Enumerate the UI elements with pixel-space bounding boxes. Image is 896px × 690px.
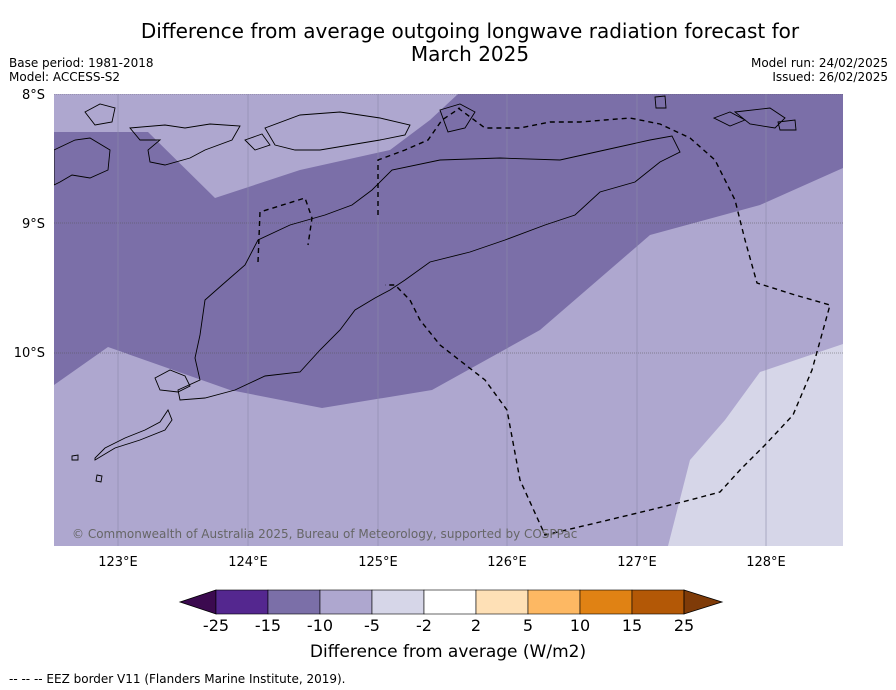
colorbar-tick-label: 2 [471, 616, 481, 635]
model-name: Model: ACCESS-S2 [9, 70, 121, 84]
sumba-island [154, 369, 191, 393]
olr-band-minus15-minus10 [54, 94, 843, 408]
colorbar-tick-label: 15 [622, 616, 642, 635]
graticule [54, 94, 843, 354]
meta-left: Base period: 1981-2018 Model: ACCESS-S2 [9, 56, 154, 84]
lat-label-9s: 9°S [22, 217, 45, 232]
tanimbar-islands [712, 107, 797, 131]
coastlines [54, 95, 797, 483]
colorbar-tick-label: 10 [570, 616, 590, 635]
meta-right: Model run: 24/02/2025 Issued: 26/02/2025 [751, 56, 888, 84]
lon-label-124e: 124°E [228, 555, 268, 570]
title-line-1: Difference from average outgoing longwav… [140, 19, 800, 43]
colorbar-swatch [319, 589, 373, 615]
colorbar-title: Difference from average (W/m2) [310, 642, 586, 662]
colorbar-tick-label: -15 [255, 616, 281, 635]
model-run: Model run: 24/02/2025 [750, 56, 888, 70]
flores-east-islands [54, 137, 111, 186]
olr-band-minus5-minus2 [668, 344, 843, 546]
colorbar-swatch [267, 589, 321, 615]
lon-label-123e: 123°E [98, 555, 138, 570]
colorbar-swatch [423, 589, 477, 615]
colorbar-tick-label: -2 [416, 616, 432, 635]
lon-label-127e: 127°E [617, 555, 657, 570]
title-line-2: March 2025 [410, 42, 530, 66]
small-island-2 [244, 133, 271, 151]
small-island-3 [439, 103, 476, 133]
lon-label-125e: 125°E [358, 555, 398, 570]
map-area: © Commonwealth of Australia 2025, Bureau… [54, 94, 843, 546]
timor-island [177, 135, 681, 401]
lon-label-126e: 126°E [487, 555, 527, 570]
colorbar-tick-label: 25 [674, 616, 694, 635]
colorbar-swatch [631, 589, 685, 615]
small-island-1 [84, 103, 116, 126]
colorbar-tick-label: -25 [203, 616, 229, 635]
issued-date: Issued: 26/02/2025 [772, 70, 888, 84]
colorbar-swatch [371, 589, 425, 615]
lat-label-10s: 10°S [14, 346, 45, 361]
small-island-4 [654, 95, 667, 109]
map-title: Difference from average outgoing longwav… [100, 20, 840, 66]
lat-label-8s: 8°S [22, 88, 45, 103]
colorbar-swatch [215, 589, 269, 615]
lon-label-128e: 128°E [746, 555, 786, 570]
alor-islands [129, 123, 241, 166]
rote-savu-islands [94, 409, 173, 461]
colorbar: -25 -15 -10 -5 -2 2 5 10 15 25 [178, 589, 724, 635]
wetar-island [264, 111, 411, 151]
eez-border [257, 107, 831, 536]
colorbar-swatch [579, 589, 633, 615]
colorbar-extend-high [683, 589, 724, 615]
small-island-5 [71, 454, 103, 483]
copyright-text: © Commonwealth of Australia 2025, Bureau… [72, 527, 577, 541]
colorbar-tick-label: -10 [307, 616, 333, 635]
colorbar-swatch [527, 589, 581, 615]
colorbar-swatch [475, 589, 529, 615]
colorbar-extend-low [178, 589, 217, 615]
colorbar-tick-label: -5 [364, 616, 380, 635]
eez-footnote: -- -- -- EEZ border V11 (Flanders Marine… [9, 672, 346, 686]
base-period: Base period: 1981-2018 [9, 56, 154, 70]
colorbar-tick-label: 5 [523, 616, 533, 635]
